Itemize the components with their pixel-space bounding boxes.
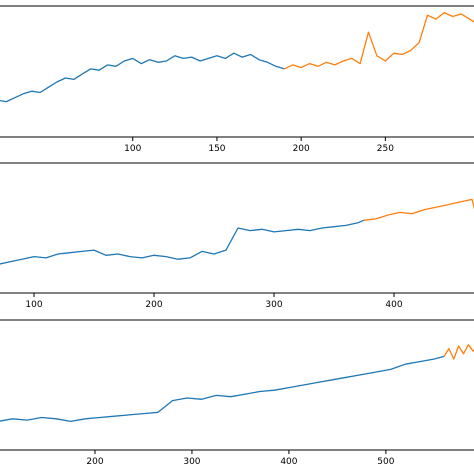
- history-line: [0, 355, 445, 423]
- axes-frame: [0, 162, 474, 294]
- middle-line-chart-panel: 100 200 300 400: [0, 162, 474, 310]
- axes-frame: [0, 5, 474, 138]
- axes-frame: [0, 319, 474, 451]
- bottom-line-chart-panel: 200 300 400 500: [0, 319, 474, 467]
- x-tick-label: 200: [86, 457, 103, 467]
- x-tick-label: 500: [377, 457, 394, 467]
- top-line-chart-panel: 100 150 200 250: [0, 5, 474, 154]
- x-tick-label: 150: [208, 144, 225, 154]
- forecast-line: [284, 11, 474, 70]
- x-tick-label: 300: [183, 457, 200, 467]
- forecast-line: [443, 344, 474, 360]
- x-tick-label: 250: [377, 144, 394, 154]
- x-tick-label: 200: [293, 144, 310, 154]
- x-tick-label: 400: [280, 457, 297, 467]
- x-tick-label: 400: [385, 300, 402, 310]
- history-line: [0, 52, 285, 103]
- x-tick-label: 300: [265, 300, 282, 310]
- history-line: [0, 219, 365, 265]
- x-tick-label: 100: [124, 144, 141, 154]
- forecast-line: [363, 198, 474, 221]
- x-tick-label: 100: [25, 300, 42, 310]
- x-tick-label: 200: [145, 300, 162, 310]
